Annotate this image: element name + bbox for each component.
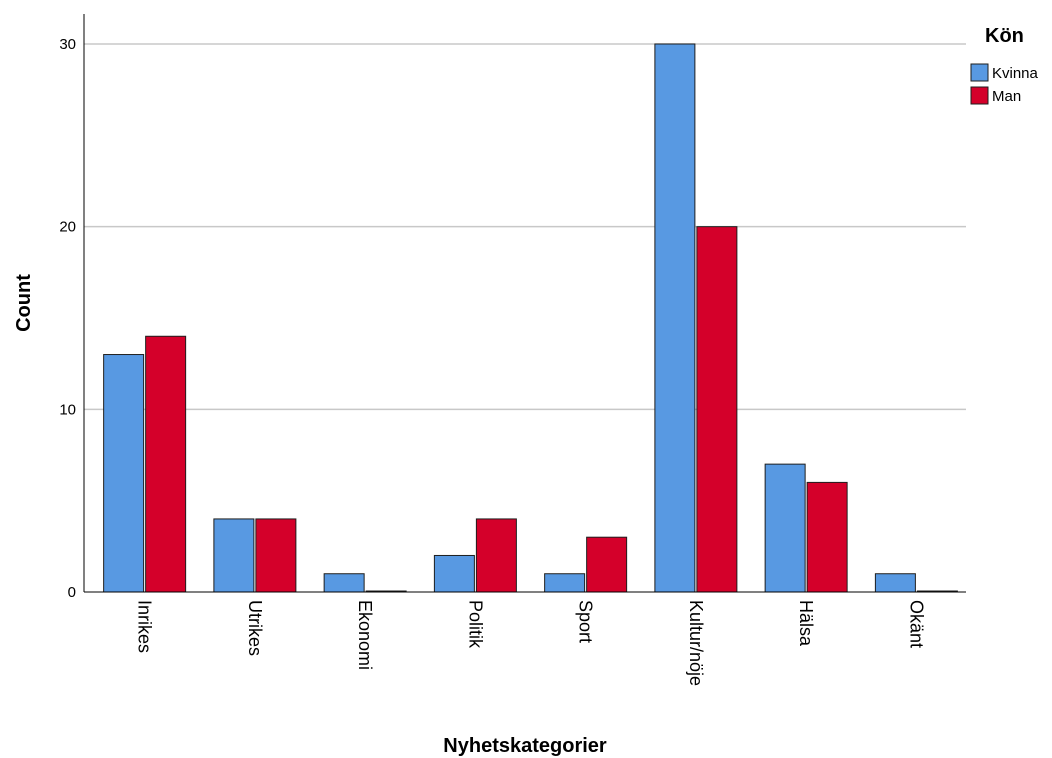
bar-man-4 [586,536,628,593]
legend-title: Kön [985,25,1024,47]
bar-kvinna-3 [433,554,475,593]
legend-swatch-kvinna [970,63,989,82]
x-tick-label: Ekonomi [355,600,375,670]
legend-label: Man [992,88,1021,105]
x-axis-title: Nyhetskategorier [443,735,607,757]
x-tick-label: Okänt [906,600,926,648]
bar-man-3 [475,518,517,593]
y-tick-label: 20 [59,219,76,236]
bar-kvinna-0 [103,354,145,593]
bar-kvinna-1 [213,518,255,593]
y-tick-label: 10 [59,401,76,418]
bar-man-0 [145,335,187,593]
x-tick-label: Utrikes [245,600,265,656]
x-tick-labels: Inrikes Utrikes Ekonomi Politik Sport Kultur/… [135,600,927,686]
bars [103,43,958,593]
bar-man-6 [806,481,848,593]
bar-kvinna-6 [764,463,806,593]
bar-man-5 [696,226,738,593]
x-tick-label: Hälsa [796,600,816,647]
legend-swatch-man [970,86,989,105]
bar-kvinna-2 [323,573,365,593]
axes [83,14,966,593]
bar-man-1 [255,518,297,593]
x-tick-label: Politik [465,600,485,649]
bar-kvinna-7 [874,573,916,593]
x-tick-label: Sport [576,600,596,643]
y-tick-label: 30 [59,36,76,53]
grid-lines [84,43,966,411]
bar-kvinna-5 [654,43,696,593]
y-tick-labels: 0 10 20 30 [59,36,76,601]
legend: Kön Kvinna Man [970,25,1039,105]
legend-label: Kvinna [992,65,1039,82]
x-tick-label: Inrikes [135,600,155,653]
x-tick-label: Kultur/nöje [686,600,706,686]
bar-kvinna-4 [544,573,586,593]
y-tick-label: 0 [68,584,76,601]
y-axis-title: Count [13,274,35,332]
